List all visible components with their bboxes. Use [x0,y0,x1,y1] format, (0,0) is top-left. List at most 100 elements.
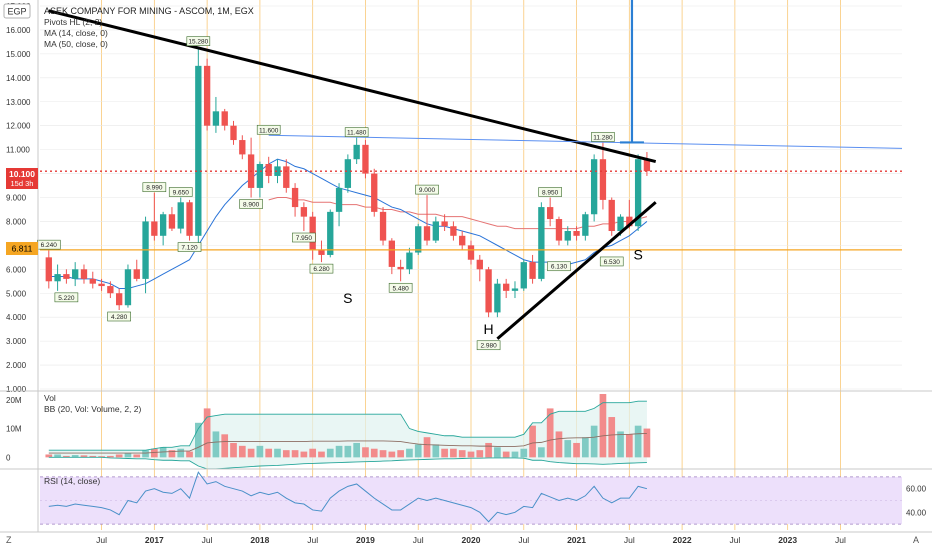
volume-bar [511,451,519,458]
pivot-label: 9.000 [419,187,436,194]
volume-bar [397,450,404,458]
volume-bar [318,451,325,458]
x-tick-label: Jul [413,535,424,545]
candle-body [151,221,158,236]
volume-bar [177,448,185,458]
y-tick-label: 8.000 [6,217,27,226]
volume-bar [282,450,290,458]
pivot-label: 7.950 [296,235,313,242]
currency-box[interactable] [3,3,31,19]
candle-body [459,235,466,246]
volume-tick-label: 0 [6,453,11,462]
candle-body [98,283,105,287]
pivot-label: 5.220 [58,295,75,302]
indicator-pivots[interactable]: Pivots HL (2, 2) [44,17,102,27]
pivot-label: 11.600 [259,127,279,134]
candle-body [291,187,299,208]
candle-body [546,207,554,220]
volume-bar [564,440,572,458]
volume-bar [467,451,475,458]
volume-bar [71,455,79,458]
volume-bar [608,417,616,458]
volume-bars [45,394,651,458]
volume-bar [309,448,317,458]
volume-bar [265,448,273,458]
x-tick-label: 2020 [462,535,481,545]
volume-bar [617,431,624,458]
volume-bar [625,434,633,458]
pattern-label: S [633,247,642,263]
volume-bar [414,444,422,458]
x-tick-label: Jul [96,535,107,545]
x-tick-label: 2018 [250,535,269,545]
volume-bar [335,445,343,458]
candle-body [72,269,79,279]
volume-bar [291,450,299,458]
x-tick-label: 2022 [673,535,692,545]
volume-bar [494,447,501,458]
volume-bar [151,448,158,458]
y-tick-label: 16.000 [6,26,31,35]
pivot-label-box [476,340,501,351]
rsi-label[interactable]: RSI (14, close) [44,476,100,486]
candle-body [221,111,228,126]
volume-bar [256,445,264,458]
pivot-label-box [239,199,263,209]
candle-body [124,269,132,306]
candle-body [318,250,325,255]
y-tick-label: 4.000 [6,313,27,322]
bollinger-label[interactable]: BB (20, Vol: Volume, 2, 2) [44,404,142,414]
auto-scale-button[interactable]: A [913,535,919,545]
candle-body [564,231,571,241]
pivot-label: 15.280 [188,39,208,46]
volume-bar [326,448,334,458]
volume-bar [274,448,281,458]
pivot-label: 2.980 [480,343,497,350]
pivot-label: 5.480 [392,285,409,292]
indicator-ma50[interactable]: MA (50, close, 0) [44,39,108,49]
volume-bar [502,451,510,458]
volume-tick-label: 20M [6,396,22,405]
candle-body [133,269,140,279]
x-tick-label: Jul [202,535,213,545]
candle-body [362,144,369,174]
candle-body [300,207,308,217]
volume-bar [432,444,440,458]
volume-label[interactable]: Vol [44,393,56,403]
trendline [48,9,657,164]
candle-body [327,211,334,255]
rsi-band [40,476,902,525]
volume-bar [168,450,176,458]
pattern-annotations: S H S [343,247,643,337]
volume-bar [203,408,211,458]
candle-body [203,65,211,126]
candle-body [371,173,378,212]
pattern-label: H [484,321,494,337]
volume-bar [247,448,255,458]
x-tick-label: Jul [729,535,740,545]
volume-bar [573,442,580,458]
indicator-ma14[interactable]: MA (14, close, 0) [44,28,108,38]
candle-body [555,219,563,241]
candle-body [89,278,96,284]
candle-body [177,202,184,229]
timezone-button[interactable]: Z [6,535,12,545]
candle-body [617,216,624,232]
currency-label: EGP [7,7,26,17]
volume-bar [238,445,246,458]
y-tick-label: 12.000 [6,122,31,131]
pivot-label-box [54,292,79,303]
volume-bar [538,447,545,458]
volume-bar [379,450,387,458]
pivot-label: 8.950 [542,190,559,197]
drawings [40,0,903,340]
candles [45,46,651,318]
volume-bar [54,454,61,458]
x-tick-label: 2019 [356,535,375,545]
volume-bar [590,425,598,458]
candle-body [538,207,545,279]
trendline [496,201,657,340]
volume-bar [89,455,97,458]
volume-bar [599,394,607,458]
